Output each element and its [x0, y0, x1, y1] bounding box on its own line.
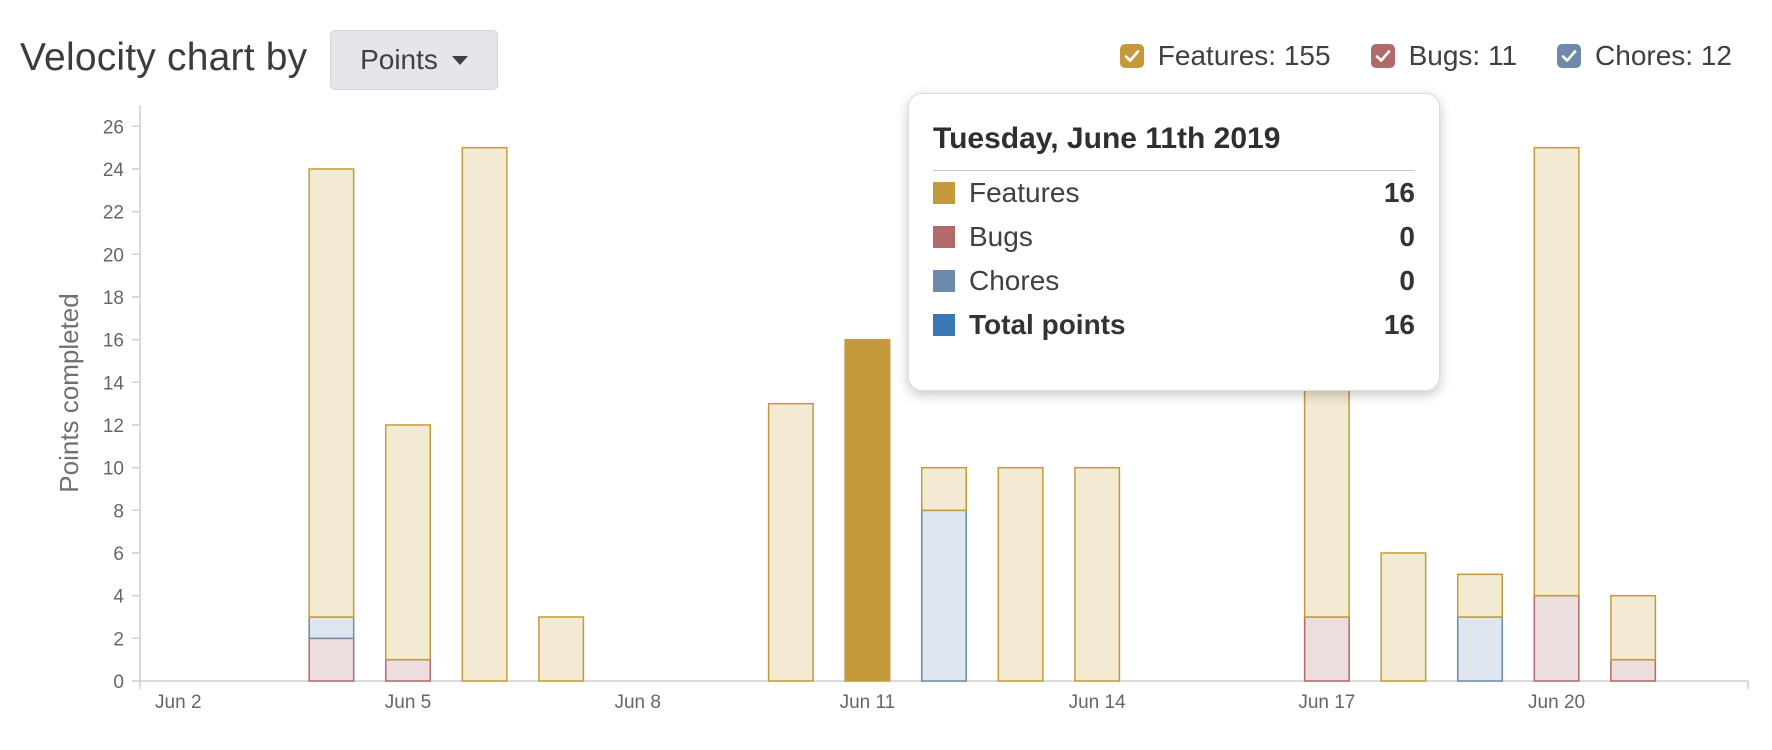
y-tick-label: 12 [103, 416, 124, 437]
legend-label: Chores: 12 [1595, 40, 1732, 71]
caret-down-icon [451, 55, 468, 65]
x-tick-label: Jun 11 [840, 692, 896, 713]
y-tick-label: 10 [103, 459, 124, 480]
bar-segment-features [1074, 466, 1121, 682]
chart-title: Velocity chart by [20, 36, 308, 79]
x-tick-label: Jun 2 [155, 692, 201, 713]
tooltip-row-total: Total points 16 [933, 303, 1415, 347]
legend-item-features[interactable]: Features: 155 [1119, 40, 1331, 72]
bar-segment-features [385, 424, 431, 661]
legend-label: Features: 155 [1157, 40, 1331, 71]
tooltip-row-name: Bugs [969, 221, 1033, 252]
checkbox-icon[interactable] [1557, 44, 1582, 68]
x-axis: Jun 2 Jun 5 Jun 8 Jun 11 Jun 14 Jun 17 Jun 20 [139, 680, 1749, 713]
tooltip: Tuesday, June 11th 2019 Features 16 Bugs… [908, 93, 1440, 391]
bar-segment-features [1533, 146, 1580, 597]
y-axis-label: Points completed [54, 293, 84, 492]
bar-segment-bugs [308, 637, 355, 682]
checkbox-icon[interactable] [1370, 44, 1395, 68]
bar-segment-bugs [1610, 658, 1657, 682]
bar-segment-features [1457, 573, 1503, 618]
bar-segment-chores [308, 616, 355, 640]
y-tick-label: 4 [113, 587, 124, 608]
bar-segment-features [844, 338, 891, 682]
bar-segment-bugs [385, 658, 431, 682]
total-swatch [933, 314, 955, 336]
y-tick-label: 22 [103, 203, 124, 224]
bar-segment-features [1610, 594, 1657, 661]
y-tick-label: 0 [113, 672, 124, 693]
tooltip-row-chores: Chores 0 [933, 259, 1415, 303]
tooltip-row-value: 16 [1383, 177, 1415, 208]
checkbox-icon[interactable] [1119, 44, 1144, 68]
bar-segment-bugs [1533, 594, 1580, 682]
y-tick-label: 2 [113, 629, 124, 650]
tooltip-row-name: Features [969, 177, 1080, 208]
tooltip-row-value: 0 [1399, 265, 1415, 296]
tooltip-row-features: Features 16 [933, 171, 1415, 215]
x-tick-label: Jun 17 [1298, 692, 1355, 713]
bar-segment-chores [921, 509, 967, 682]
y-tick-label: 18 [103, 288, 124, 309]
bar-segment-features [461, 146, 508, 682]
tooltip-title: Tuesday, June 11th 2019 [933, 122, 1415, 171]
y-tick-label: 8 [113, 501, 124, 522]
tooltip-row-name: Total points [969, 309, 1126, 340]
metric-dropdown[interactable]: Points [330, 30, 498, 90]
bar-segment-features [308, 168, 355, 618]
chores-swatch [933, 270, 955, 292]
metric-dropdown-label: Points [360, 44, 438, 75]
legend-label: Bugs: 11 [1408, 40, 1518, 71]
y-tick-label: 16 [103, 331, 124, 352]
x-tick-label: Jun 8 [614, 692, 660, 713]
legend: Features: 155 Bugs: 11 Chores: 12 [1119, 40, 1732, 72]
tooltip-row-bugs: Bugs 0 [933, 215, 1415, 259]
bar-segment-features [767, 402, 814, 682]
legend-item-bugs[interactable]: Bugs: 11 [1370, 40, 1518, 72]
x-tick-label: Jun 5 [385, 692, 431, 713]
tooltip-row-value: 0 [1399, 221, 1415, 252]
x-tick-label: Jun 14 [1069, 692, 1126, 713]
y-tick-label: 26 [103, 117, 124, 138]
bar-segment-features [921, 466, 967, 512]
legend-item-chores[interactable]: Chores: 12 [1557, 40, 1732, 72]
y-tick-label: 20 [103, 245, 124, 266]
bars [308, 146, 1657, 682]
bar-segment-features [538, 616, 585, 682]
features-swatch [933, 182, 955, 204]
y-tick-label: 14 [103, 373, 125, 394]
tooltip-row-value: 16 [1383, 309, 1415, 340]
tooltip-row-name: Chores [969, 265, 1060, 296]
bar-segment-bugs [1303, 616, 1350, 682]
bar-segment-chores [1457, 616, 1503, 682]
bar-segment-features [1380, 552, 1427, 682]
x-tick-label: Jun 20 [1528, 692, 1585, 713]
y-tick-label: 24 [103, 160, 125, 181]
bugs-swatch [933, 226, 955, 248]
bar-segment-features [997, 466, 1044, 682]
y-tick-label: 6 [113, 544, 124, 565]
